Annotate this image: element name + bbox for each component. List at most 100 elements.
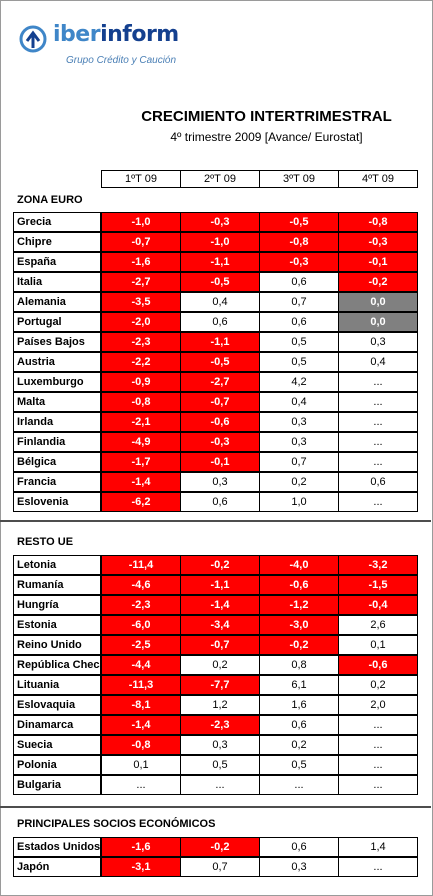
table-row: Chipre -0,7 -1,0 -0,8 -0,3 bbox=[13, 232, 419, 252]
growth-value: -0,7 bbox=[180, 635, 260, 655]
table-row: Hungría -2,3 -1,4 -1,2 -0,4 bbox=[13, 595, 419, 615]
growth-value: 0,7 bbox=[259, 292, 339, 312]
growth-value: -3,4 bbox=[180, 615, 260, 635]
country-name: Estonia bbox=[13, 615, 101, 635]
growth-value: -1,4 bbox=[180, 595, 260, 615]
country-name: República Checa bbox=[13, 655, 106, 675]
country-name: Luxemburgo bbox=[13, 372, 101, 392]
report-subtitle: 4º trimestre 2009 [Avance/ Eurostat] bbox=[170, 130, 363, 144]
growth-value: -4,4 bbox=[101, 655, 181, 675]
iberinform-logo-icon bbox=[19, 25, 47, 53]
growth-value: -0,6 bbox=[180, 412, 260, 432]
growth-value: 0,3 bbox=[259, 412, 339, 432]
table-row: Suecia -0,8 0,3 0,2... bbox=[13, 735, 419, 755]
section-title: RESTO UE bbox=[17, 536, 74, 548]
growth-value: -0,6 bbox=[338, 655, 418, 675]
growth-value: 0,3 bbox=[259, 432, 339, 452]
growth-value: 0,8 bbox=[259, 655, 339, 675]
table-row: Lituania -11,3 -7,7 6,1 0,2 bbox=[13, 675, 419, 695]
growth-value: -2,0 bbox=[101, 312, 181, 332]
growth-value: -2,7 bbox=[180, 372, 260, 392]
growth-value: 1,4 bbox=[338, 837, 418, 857]
growth-value: 0,6 bbox=[259, 837, 339, 857]
growth-value: -3,1 bbox=[101, 857, 181, 877]
country-name: Países Bajos bbox=[13, 332, 101, 352]
brand-tagline: Grupo Crédito y Caución bbox=[66, 55, 177, 66]
brand-name-part2: inform bbox=[100, 22, 179, 47]
country-name: Chipre bbox=[13, 232, 101, 252]
growth-value: -0,4 bbox=[338, 595, 418, 615]
table-row: Polonia 0,1 0,5 0,5... bbox=[13, 755, 419, 775]
growth-value: -0,6 bbox=[259, 575, 339, 595]
growth-value: ... bbox=[338, 857, 418, 877]
table-row: Finlandia -4,9 -0,3 0,3... bbox=[13, 432, 419, 452]
brand-name-part1: iber bbox=[53, 22, 101, 47]
country-name: Austria bbox=[13, 352, 101, 372]
growth-value: 1,6 bbox=[259, 695, 339, 715]
country-name: Portugal bbox=[13, 312, 101, 332]
growth-value: -4,9 bbox=[101, 432, 181, 452]
brand-name: iberinform bbox=[53, 22, 179, 47]
growth-value: 0,5 bbox=[180, 755, 260, 775]
country-name: Alemania bbox=[13, 292, 101, 312]
growth-value: -0,3 bbox=[259, 252, 339, 272]
growth-value: 0,3 bbox=[338, 332, 418, 352]
growth-value: ... bbox=[338, 492, 418, 512]
table-row: Países Bajos -2,3 -1,1 0,5 0,3 bbox=[13, 332, 419, 352]
growth-value: -0,7 bbox=[180, 392, 260, 412]
table-row: Bélgica -1,7 -0,1 0,7... bbox=[13, 452, 419, 472]
growth-value: ... bbox=[338, 452, 418, 472]
growth-value: 0,2 bbox=[180, 655, 260, 675]
growth-value: -1,1 bbox=[180, 332, 260, 352]
growth-value: -0,3 bbox=[180, 212, 260, 232]
country-name: Bélgica bbox=[13, 452, 101, 472]
country-name: Eslovenia bbox=[13, 492, 101, 512]
table-row: República Checa -4,4 0,2 0,8 -0,6 bbox=[13, 655, 419, 675]
column-header: 1ºT 09 bbox=[101, 170, 181, 188]
growth-value: -3,2 bbox=[338, 555, 418, 575]
table-row: Irlanda -2,1 -0,6 0,3... bbox=[13, 412, 419, 432]
growth-value: -1,6 bbox=[101, 837, 181, 857]
growth-value: 6,1 bbox=[259, 675, 339, 695]
growth-value: -1,7 bbox=[101, 452, 181, 472]
table-row: Malta -0,8 -0,7 0,4... bbox=[13, 392, 419, 412]
growth-value: -4,6 bbox=[101, 575, 181, 595]
table-row: Rumanía -4,6 -1,1 -0,6 -1,5 bbox=[13, 575, 419, 595]
section-divider bbox=[0, 806, 431, 808]
growth-value: -0,7 bbox=[101, 232, 181, 252]
column-header: 2ºT 09 bbox=[180, 170, 260, 188]
country-name: Lituania bbox=[13, 675, 101, 695]
growth-value: -1,2 bbox=[259, 595, 339, 615]
country-name: Malta bbox=[13, 392, 101, 412]
report-title: CRECIMIENTO INTERTRIMESTRAL bbox=[141, 108, 392, 125]
growth-value: 0,4 bbox=[259, 392, 339, 412]
table-row: Reino Unido -2,5 -0,7 -0,2 0,1 bbox=[13, 635, 419, 655]
growth-value: -1,6 bbox=[101, 252, 181, 272]
growth-value: 0,7 bbox=[259, 452, 339, 472]
growth-value: -0,2 bbox=[180, 837, 260, 857]
growth-value: 0,2 bbox=[338, 675, 418, 695]
growth-value: -8,1 bbox=[101, 695, 181, 715]
country-name: Reino Unido bbox=[13, 635, 101, 655]
country-name: Eslovaquia bbox=[13, 695, 101, 715]
growth-value: -1,0 bbox=[101, 212, 181, 232]
growth-value: -4,0 bbox=[259, 555, 339, 575]
growth-value: 0,5 bbox=[259, 332, 339, 352]
growth-value: 0,2 bbox=[259, 472, 339, 492]
table-row: Eslovenia -6,2 0,6 1,0... bbox=[13, 492, 419, 512]
growth-value: ... bbox=[338, 715, 418, 735]
growth-value: -0,3 bbox=[180, 432, 260, 452]
growth-value: 4,2 bbox=[259, 372, 339, 392]
country-name: Finlandia bbox=[13, 432, 101, 452]
table-row: Grecia -1,0 -0,3 -0,5 -0,8 bbox=[13, 212, 419, 232]
growth-value: -2,3 bbox=[180, 715, 260, 735]
growth-value: -11,4 bbox=[101, 555, 181, 575]
table-row: Estados Unidos -1,6 -0,2 0,6 1,4 bbox=[13, 837, 419, 857]
growth-value: 0,4 bbox=[180, 292, 260, 312]
growth-value: 0,1 bbox=[338, 635, 418, 655]
growth-value: 1,0 bbox=[259, 492, 339, 512]
country-name: Italia bbox=[13, 272, 101, 292]
growth-value: 0,4 bbox=[338, 352, 418, 372]
growth-value: ... bbox=[338, 775, 418, 795]
growth-value: -0,5 bbox=[259, 212, 339, 232]
